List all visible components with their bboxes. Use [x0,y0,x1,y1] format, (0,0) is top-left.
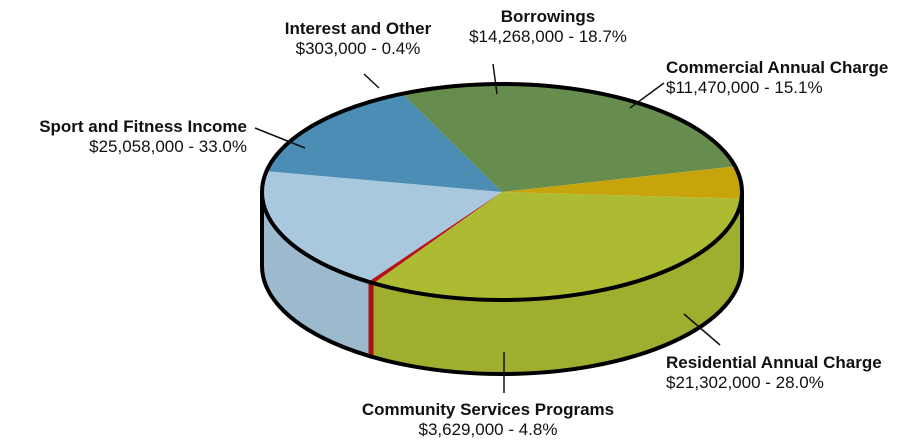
label-value-interest-and-other: $303,000 - 0.4% [296,39,421,58]
pie-slice-community-services-programs [502,166,742,199]
label-value-residential-annual-charge: $21,302,000 - 28.0% [666,373,824,392]
pie-slice-side-5 [368,281,374,358]
label-value-borrowings: $14,268,000 - 18.7% [469,27,627,46]
label-value-sport-and-fitness-income: $25,058,000 - 33.0% [89,137,247,156]
label-name-interest-and-other: Interest and Other [285,19,432,38]
pie-top-face [262,84,742,300]
pie-slice-sport-and-fitness-income [373,192,742,300]
pie-top-outline [260,82,744,302]
label-name-residential-annual-charge: Residential Annual Charge [666,353,882,372]
label-name-community-services-programs: Community Services Programs [362,400,614,419]
leader-line-interest-and-other [363,73,380,89]
label-name-borrowings: Borrowings [501,7,595,26]
label-value-community-services-programs: $3,629,000 - 4.8% [419,420,558,439]
label-name-commercial-annual-charge: Commercial Annual Charge [666,58,888,77]
leader-line-borrowings [492,63,498,95]
pie-slice-interest-and-other [368,192,502,284]
leader-line-commercial-annual-charge [629,82,665,109]
slice-labels: Borrowings$14,268,000 - 18.7% Commercial … [39,7,888,439]
pie-slice-commercial-annual-charge [266,93,502,192]
pie-side-outline [260,192,744,376]
pie-slice-residential-annual-charge [402,84,736,192]
leader-line-sport-and-fitness-income [254,127,306,149]
label-name-sport-and-fitness-income: Sport and Fitness Income [39,117,247,136]
label-value-commercial-annual-charge: $11,470,000 - 15.1% [666,78,823,97]
pie-slice-side-4 [373,198,742,374]
pie-slice-borrowings [262,171,502,282]
leader-line-residential-annual-charge [683,313,721,346]
